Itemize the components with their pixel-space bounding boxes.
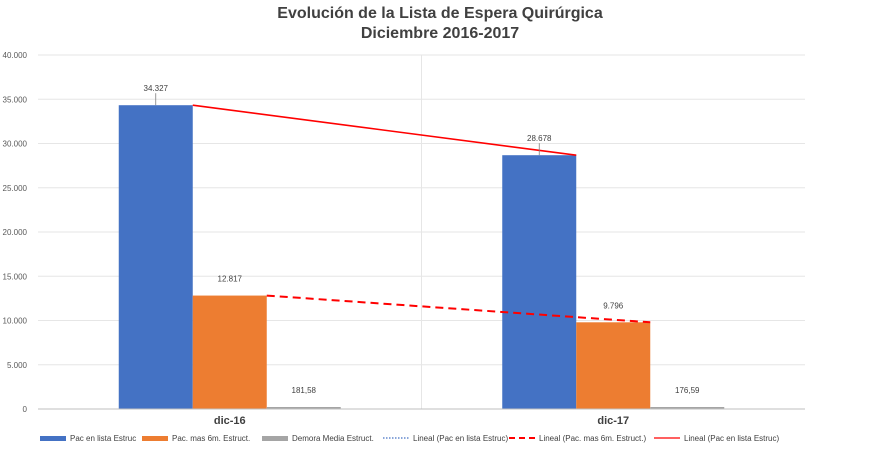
legend-label: Pac en lista Estruc — [70, 434, 136, 443]
trendline-2 — [192, 104, 577, 156]
bar-2-0 — [266, 407, 341, 409]
y-tick-label: 20.000 — [3, 228, 28, 237]
legend-swatch — [142, 436, 168, 441]
legend-label: Lineal (Pac en lista Estruc) — [413, 434, 508, 443]
data-label: 181,58 — [292, 386, 317, 395]
y-tick-label: 5.000 — [7, 361, 28, 370]
y-tick-label: 0 — [23, 405, 28, 414]
y-tick-label: 35.000 — [3, 95, 28, 104]
bar-2-1 — [650, 407, 725, 409]
y-tick-label: 10.000 — [3, 317, 28, 326]
x-tick-label: dic-16 — [214, 415, 246, 427]
data-label: 12.817 — [218, 275, 243, 284]
legend-label: Pac. mas 6m. Estruct. — [172, 434, 250, 443]
legend-label: Lineal (Pac. mas 6m. Estruct.) — [539, 434, 646, 443]
x-tick-label: dic-17 — [597, 415, 629, 427]
x-axis: dic-16 dic-17 — [38, 408, 805, 427]
y-tick-label: 15.000 — [3, 272, 28, 281]
legend-label: Lineal (Pac en lista Estruc) — [684, 434, 779, 443]
bar-0-1 — [502, 155, 577, 409]
data-labels: 34.327 28.678 12.817 9.796 181,58 176,59 — [144, 84, 701, 395]
trendline-1 — [266, 294, 651, 324]
data-label: 34.327 — [144, 84, 169, 93]
data-label: 28.678 — [527, 134, 552, 143]
data-label: 9.796 — [603, 301, 624, 310]
data-label: 176,59 — [675, 386, 700, 395]
y-tick-label: 30.000 — [3, 140, 28, 149]
chart-subtitle: Diciembre 2016-2017 — [360, 25, 520, 42]
bar-0-0 — [118, 105, 193, 409]
bar-1-1 — [576, 322, 651, 409]
y-tick-label: 40.000 — [3, 51, 28, 60]
bar-1-0 — [192, 295, 267, 409]
legend: Pac en lista Estruc Pac. mas 6m. Estruct.… — [40, 434, 779, 443]
legend-swatch — [40, 436, 66, 441]
y-tick-label: 25.000 — [3, 184, 28, 193]
legend-label: Demora Media Estruct. — [292, 434, 374, 443]
bars — [118, 105, 725, 409]
legend-swatch — [262, 436, 288, 441]
chart-title: Evolución de la Lista de Espera Quirúrgi… — [277, 5, 603, 22]
trendlines — [192, 104, 651, 324]
y-axis: 0 5.000 10.000 15.000 20.000 25.000 30.000 35.0… — [3, 51, 28, 414]
